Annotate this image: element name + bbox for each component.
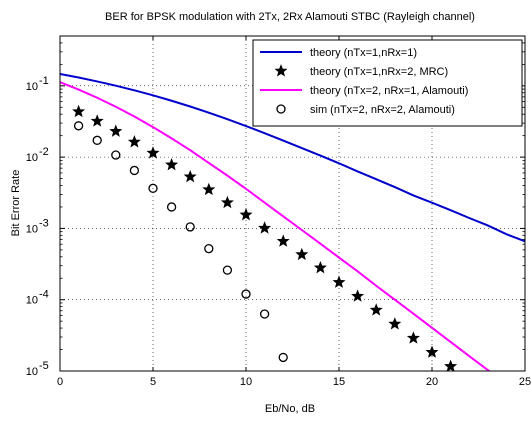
series-line-0 bbox=[60, 73, 525, 243]
legend-marker bbox=[274, 64, 288, 77]
series-3-point bbox=[259, 309, 270, 319]
series-1-point bbox=[313, 261, 327, 274]
series-1-point bbox=[295, 247, 309, 261]
series-3-point bbox=[129, 165, 140, 176]
x-tick-label: 5 bbox=[150, 376, 156, 388]
series-3-point bbox=[222, 265, 233, 275]
x-tick-label: 15 bbox=[333, 376, 345, 388]
plot-frame bbox=[59, 35, 526, 372]
y-tick-exponent: -1 bbox=[39, 75, 49, 87]
series-1-point bbox=[369, 303, 383, 316]
series-1-point bbox=[127, 135, 141, 148]
series-3-point bbox=[185, 222, 195, 232]
series-layer bbox=[60, 73, 525, 371]
y-tick-label: 10 bbox=[26, 366, 38, 378]
series-3-point bbox=[166, 202, 177, 212]
series-1-point bbox=[351, 289, 365, 302]
legend-label: theory (nTx=1,nRx=1) bbox=[310, 47, 417, 59]
series-1-point bbox=[388, 317, 402, 330]
series-1-point bbox=[406, 331, 420, 344]
chart-title: BER for BPSK modulation with 2Tx, 2Rx Al… bbox=[105, 11, 475, 23]
y-tick-exponent: -4 bbox=[39, 289, 49, 301]
series-1-point bbox=[332, 275, 346, 288]
series-1-point bbox=[183, 169, 197, 183]
series-3-point bbox=[241, 289, 251, 299]
series-3-point bbox=[148, 183, 158, 193]
legend-label: theory (nTx=2, nRx=1, Alamouti) bbox=[310, 85, 468, 97]
series-1-point bbox=[444, 359, 458, 372]
y-tick-exponent: -2 bbox=[39, 146, 49, 158]
series-1-point bbox=[90, 114, 104, 127]
y-tick-exponent: -5 bbox=[39, 360, 49, 372]
series-1-point bbox=[220, 195, 234, 209]
series-3-point bbox=[278, 352, 288, 363]
series-1-point bbox=[202, 182, 216, 196]
y-tick-label: 10 bbox=[26, 223, 38, 235]
marker-layer bbox=[72, 104, 458, 372]
x-tick-label: 10 bbox=[240, 376, 252, 388]
legend-label: sim (nTx=2, nRx=2, Alamouti) bbox=[310, 104, 455, 116]
series-1-point bbox=[425, 345, 439, 358]
y-tick-label: 10 bbox=[26, 295, 38, 307]
legend-label: theory (nTx=1,nRx=2, MRC) bbox=[310, 66, 448, 78]
series-1-point bbox=[146, 146, 160, 159]
series-1-point bbox=[165, 158, 179, 171]
x-axis-label: Eb/No, dB bbox=[265, 403, 315, 415]
y-axis-label: Bit Error Rate bbox=[10, 170, 22, 237]
series-1-point bbox=[276, 234, 290, 247]
series-1-point bbox=[239, 208, 253, 221]
y-tick-exponent: -3 bbox=[39, 217, 49, 229]
x-tick-label: 0 bbox=[57, 376, 63, 388]
y-tick-label: 10 bbox=[26, 152, 38, 164]
y-tick-label: 10 bbox=[26, 81, 38, 93]
series-1-point bbox=[258, 221, 272, 234]
series-3-point bbox=[73, 121, 84, 131]
series-3-point bbox=[92, 135, 102, 145]
legend: theory (nTx=1,nRx=1) theory (nTx=1,nRx=2,… bbox=[252, 39, 523, 127]
series-3-point bbox=[111, 150, 121, 160]
x-tick-label: 20 bbox=[426, 376, 438, 388]
series-line-2 bbox=[60, 81, 491, 371]
series-1-point bbox=[72, 104, 86, 118]
legend-box bbox=[252, 39, 523, 127]
series-1-point bbox=[109, 124, 123, 137]
series-3-point bbox=[204, 244, 214, 254]
x-tick-label: 25 bbox=[519, 376, 531, 388]
legend-marker bbox=[276, 104, 286, 114]
